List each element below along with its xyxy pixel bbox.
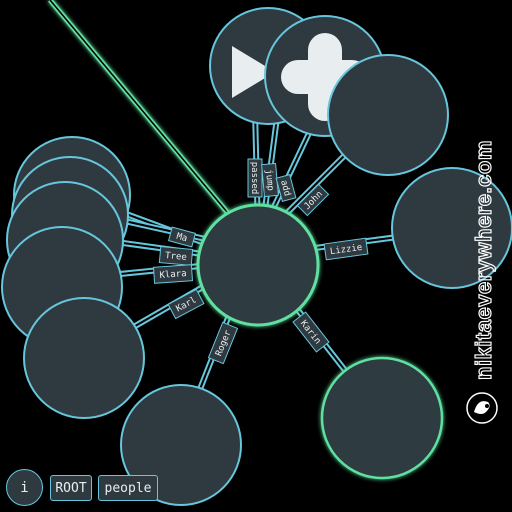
svg-text:Klara: Klara (159, 269, 187, 281)
svg-text:add: add (278, 179, 292, 197)
edge-label-tree[interactable]: Tree (158, 246, 194, 266)
breadcrumb-people[interactable]: people (98, 475, 158, 501)
node-karl[interactable] (23, 297, 145, 419)
edge-label-ma[interactable]: Ma (167, 226, 197, 248)
svg-text:Tree: Tree (165, 251, 187, 263)
svg-text:Ma: Ma (175, 232, 188, 244)
edge-label-karin[interactable]: Karin (292, 311, 330, 353)
watermark-text: nikitaeverywhere.com (471, 140, 496, 380)
svg-text:jump: jump (263, 169, 275, 191)
svg-text:Lizzie: Lizzie (329, 243, 363, 257)
edge-label-jump[interactable]: jump (261, 162, 279, 198)
edge-label-karl[interactable]: Karl (167, 288, 205, 320)
node-karin[interactable] (320, 356, 444, 480)
breadcrumb-root[interactable]: ROOT (50, 475, 92, 501)
play-icon (232, 46, 275, 98)
edge-label-passed[interactable]: passed (247, 158, 263, 198)
svg-text:passed: passed (249, 162, 259, 195)
node-lizzie[interactable] (391, 167, 512, 289)
edge-label-lizzie[interactable]: Lizzie (323, 237, 369, 261)
node-john[interactable] (327, 54, 449, 176)
parent-edge (48, 0, 234, 220)
edge-label-add[interactable]: add (275, 173, 297, 203)
center-node[interactable] (196, 203, 320, 327)
watermark: nikitaeverywhere.com (466, 139, 498, 424)
logo-icon (466, 392, 498, 424)
info-button[interactable]: i (6, 469, 43, 506)
edge-label-roger[interactable]: Roger (207, 321, 239, 365)
edge-label-klara[interactable]: Klara (152, 264, 194, 284)
